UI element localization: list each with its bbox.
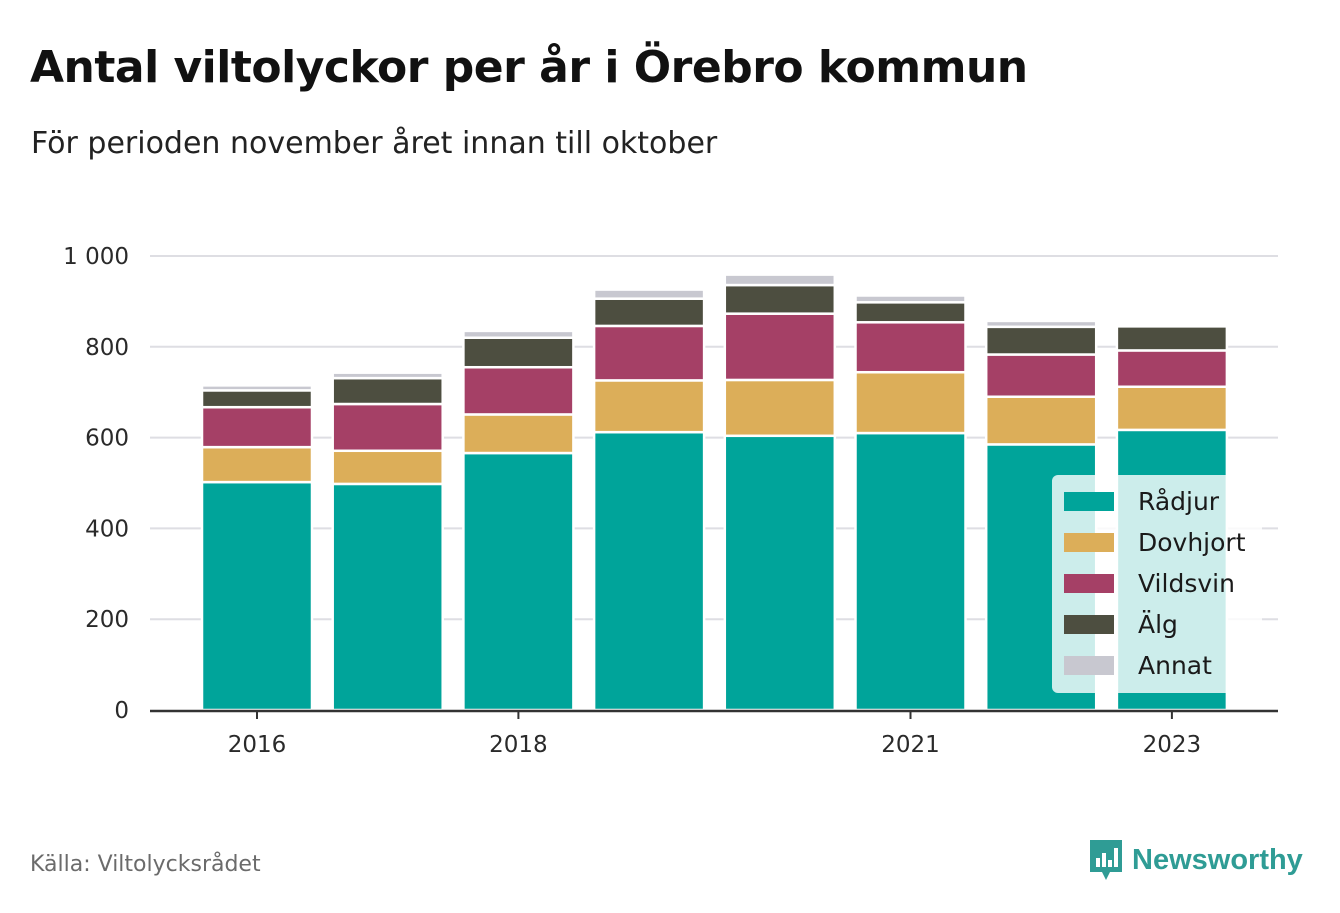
y-tick-label: 0	[114, 698, 129, 724]
chart-title: Antal viltolyckor per år i Örebro kommun	[30, 42, 1028, 93]
bar-segment	[462, 336, 575, 369]
legend-label: Rådjur	[1138, 487, 1220, 516]
bar-segment	[200, 480, 314, 712]
bar-segment	[854, 370, 967, 435]
legend-swatch	[1064, 656, 1114, 675]
bar-segment	[984, 395, 1098, 446]
legend-swatch	[1064, 615, 1114, 634]
y-tick-label: 600	[85, 426, 129, 452]
bar-segment	[592, 430, 706, 712]
legend: Rådjur Dovhjort Vildsvin Älg Annat	[1052, 475, 1262, 693]
bar-segment	[331, 371, 444, 380]
bar-segment	[592, 379, 706, 434]
bar-segment	[984, 353, 1098, 398]
y-tick-label: 200	[85, 607, 129, 633]
legend-swatch	[1064, 574, 1114, 593]
legend-label: Dovhjort	[1138, 528, 1246, 557]
legend-box	[1052, 475, 1262, 693]
bar-segment	[462, 365, 575, 416]
bar-segment	[331, 376, 444, 406]
brand-name: Newsworthy	[1132, 843, 1303, 876]
bar-segment	[200, 445, 314, 484]
x-axis: 2016 2018 2021 2023	[150, 709, 1278, 758]
bar-segment	[854, 301, 967, 324]
y-axis-labels: 0 200 400 600 800 1 000	[63, 244, 129, 724]
bar-segment	[592, 297, 706, 328]
legend-label: Älg	[1138, 610, 1178, 639]
y-tick-label: 800	[85, 335, 129, 361]
bar-segment	[723, 378, 837, 438]
bar-segment	[1115, 325, 1229, 352]
bar-segment	[331, 402, 444, 453]
bar-segment	[1115, 385, 1229, 432]
bar-segment	[200, 405, 314, 449]
bar-segment	[462, 451, 575, 712]
bar-segment	[854, 321, 967, 374]
bar-segment	[984, 325, 1098, 356]
legend-label: Vildsvin	[1138, 569, 1235, 598]
legend-label: Annat	[1138, 651, 1212, 680]
y-tick-label: 400	[85, 516, 129, 542]
bar-segment	[984, 319, 1098, 329]
bar-segment	[592, 324, 706, 382]
legend-swatch	[1064, 533, 1114, 552]
bar-segment	[723, 434, 837, 712]
y-tick-label: 1 000	[63, 244, 129, 270]
bar-segment	[331, 482, 444, 712]
bar-segment	[854, 294, 967, 304]
x-tick-label: 2018	[489, 732, 548, 758]
brand-logo: Newsworthy	[1088, 838, 1303, 882]
x-tick-label: 2023	[1143, 732, 1202, 758]
bar-segment	[1115, 349, 1229, 389]
bar-segment	[462, 413, 575, 455]
bar-segment	[854, 431, 967, 712]
chart-subtitle: För perioden november året innan till ok…	[31, 126, 718, 161]
x-tick-label: 2021	[881, 732, 940, 758]
bar-segment	[331, 449, 444, 486]
bar-segment	[462, 329, 575, 339]
bar-segment	[200, 389, 314, 409]
bar-segment	[723, 312, 837, 382]
bar-segment	[592, 288, 706, 300]
bar-segment	[723, 283, 837, 315]
x-tick-label: 2016	[228, 732, 287, 758]
bar-segment	[200, 384, 314, 392]
newsworthy-logo-icon	[1090, 840, 1122, 880]
source-note: Källa: Viltolycksrådet	[30, 852, 261, 877]
bar-segment	[723, 273, 837, 287]
legend-swatch	[1064, 492, 1114, 511]
